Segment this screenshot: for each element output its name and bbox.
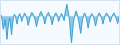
chart xyxy=(0,0,120,45)
plot-frame xyxy=(1,1,120,45)
area-fill xyxy=(1,4,120,42)
area-line xyxy=(1,4,120,42)
plot-area xyxy=(1,4,120,42)
